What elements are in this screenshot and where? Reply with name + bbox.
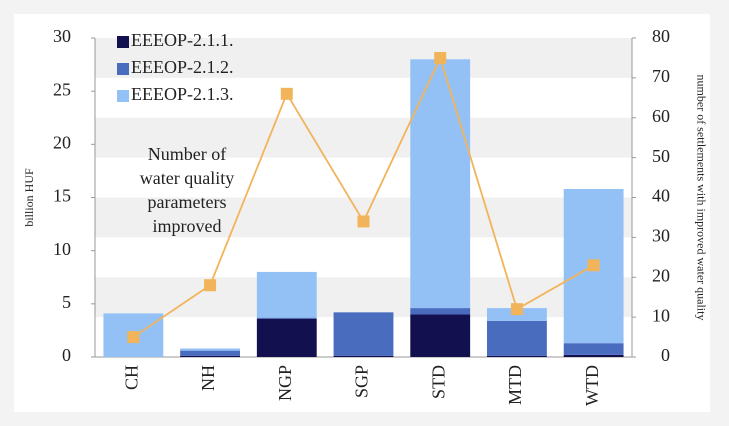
annotation: Number of (148, 144, 226, 164)
x-tick-label: CH (121, 365, 141, 390)
x-tick-label: STD (428, 365, 448, 399)
y2-tick-label: 60 (652, 106, 670, 126)
bar-segment (487, 355, 547, 357)
x-tick-label: WTD (582, 365, 602, 406)
y-tick-label: 25 (53, 79, 71, 99)
y2-tick-label: 80 (652, 26, 670, 46)
bar-segment (410, 59, 471, 309)
bar-segment (487, 320, 547, 356)
bar-segment (256, 318, 317, 357)
line-marker (587, 259, 600, 272)
annotation: water quality (140, 168, 234, 188)
y-tick-label: 5 (62, 292, 71, 312)
bar-segment (180, 355, 240, 357)
grid-band (95, 277, 632, 318)
legend-swatch (117, 90, 129, 102)
y-tick-label: 20 (53, 132, 71, 152)
annotation: parameters (148, 192, 227, 212)
y2-axis-label: number of settlements with improved wate… (694, 75, 708, 321)
line-marker (510, 303, 523, 316)
bar-segment (410, 308, 471, 315)
y2-tick-label: 30 (652, 226, 670, 246)
x-tick-label: NGP (275, 365, 295, 401)
bar-segment (333, 312, 394, 356)
bar-segment (256, 271, 317, 318)
annotation: improved (153, 216, 222, 236)
x-tick-label: NH (198, 365, 218, 391)
bar-segment (180, 348, 240, 351)
grid-band (95, 117, 632, 158)
grid-band (95, 38, 632, 78)
y2-tick-label: 50 (652, 146, 670, 166)
y2-tick-label: 0 (661, 345, 670, 365)
line-marker (357, 215, 370, 228)
legend-label: EEEOP-2.1.2. (131, 57, 234, 77)
y2-tick-label: 70 (652, 66, 670, 86)
bar-segment (256, 317, 317, 319)
y2-tick-label: 10 (652, 305, 670, 325)
legend-label: EEEOP-2.1.3. (131, 84, 234, 104)
legend-swatch (117, 36, 129, 48)
line-marker (280, 87, 293, 100)
x-tick-label: MTD (505, 365, 525, 405)
y-tick-label: 30 (53, 26, 71, 46)
bar-segment (180, 350, 240, 356)
y-tick-label: 10 (53, 239, 71, 259)
line-marker (434, 51, 447, 64)
bar-segment (563, 343, 624, 355)
line-marker (127, 331, 140, 344)
x-tick-label: SGP (352, 365, 372, 398)
y2-tick-label: 40 (652, 186, 670, 206)
y-tick-label: 0 (62, 345, 71, 365)
bar-segment (410, 314, 471, 357)
y2-tick-label: 20 (652, 265, 670, 285)
line-marker (204, 279, 217, 292)
bar-segment (563, 354, 624, 357)
y-tick-label: 15 (53, 186, 71, 206)
legend-swatch (117, 63, 129, 75)
legend-label: EEEOP-2.1.1. (131, 30, 234, 50)
bar-segment (333, 355, 394, 357)
y-axis-label: billion HUF (22, 168, 36, 227)
